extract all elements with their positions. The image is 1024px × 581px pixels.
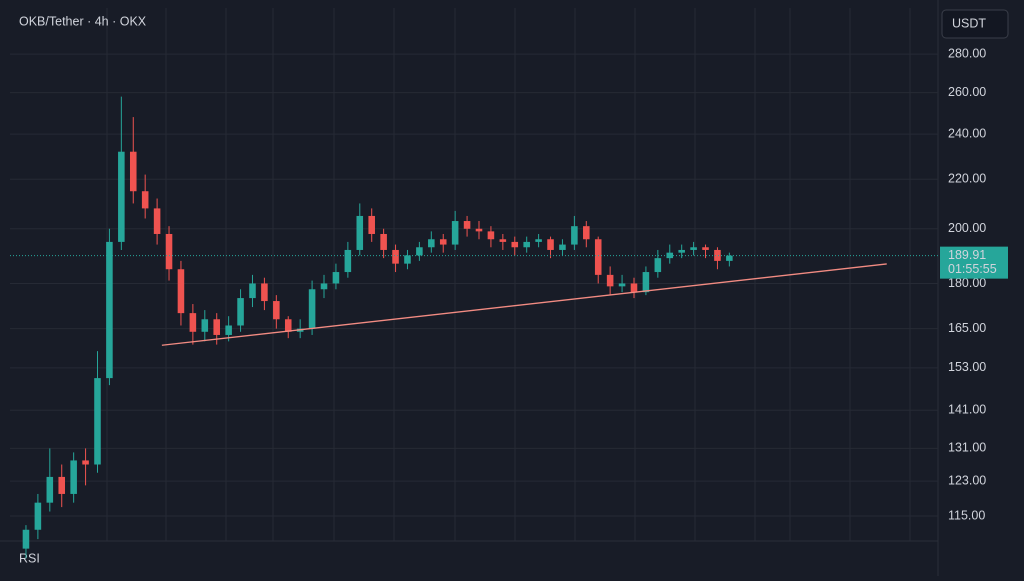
candle-body [237, 298, 244, 326]
candle-body [332, 272, 340, 284]
candle-body [82, 460, 89, 465]
candle-body [249, 283, 256, 299]
candle-body [702, 247, 709, 250]
candle-body [213, 319, 220, 335]
candle-body [571, 226, 578, 245]
candle-body [94, 378, 101, 465]
y-tick-label: 180.00 [948, 276, 986, 290]
y-tick-label: 141.00 [948, 403, 986, 417]
candle-body [642, 272, 650, 293]
candle-body [618, 283, 626, 287]
candle-body [714, 249, 721, 261]
candle-body [392, 249, 399, 264]
candle-body [189, 313, 197, 332]
candle-body [451, 221, 459, 245]
candle-body [416, 247, 423, 256]
candle-body [201, 319, 209, 332]
currency-button[interactable] [941, 9, 1009, 39]
y-tick-label: 220.00 [948, 172, 986, 186]
candle-body [630, 283, 638, 293]
candle-body [439, 239, 447, 245]
candle-body [583, 226, 590, 240]
candle-body [475, 228, 483, 232]
candle-body [356, 215, 364, 250]
y-tick-label: 240.00 [948, 126, 986, 140]
candle-body [106, 241, 113, 379]
y-tick-label: 123.00 [948, 473, 986, 487]
candle-body [547, 239, 554, 250]
currency-label[interactable]: USDT [952, 16, 986, 30]
candle-body [284, 319, 292, 332]
candle-body [404, 255, 411, 264]
candle-body [261, 283, 268, 302]
candle-body [177, 269, 185, 314]
candle-body [368, 215, 375, 234]
trendline [161, 263, 887, 346]
y-tick-label: 153.00 [948, 360, 986, 374]
candle-body [320, 283, 328, 290]
candle-body [463, 221, 471, 229]
y-tick-label: 200.00 [948, 221, 986, 235]
y-tick-label: 115.00 [948, 508, 985, 522]
candle-body [523, 241, 530, 248]
chart-title: OKB/Tether · 4h · OKX [19, 14, 147, 28]
candle-body [273, 301, 280, 320]
candle-body [225, 325, 232, 335]
candle-body [678, 249, 685, 253]
candle-body [511, 241, 519, 248]
pane-label: RSI [19, 551, 40, 565]
candle-body [380, 233, 387, 250]
price-label: 189.91 [948, 248, 986, 262]
y-tick-label: 260.00 [948, 85, 986, 99]
candle-body [141, 191, 149, 209]
candle-body [22, 529, 30, 549]
candle-body [666, 252, 674, 259]
candle-body [535, 239, 542, 242]
candle-body [308, 289, 316, 329]
candle-body [594, 239, 602, 275]
candle-body [46, 476, 54, 503]
candle-body [118, 151, 125, 242]
candle-body [129, 151, 137, 192]
candle-body [165, 233, 173, 270]
y-tick-label: 131.00 [948, 441, 986, 455]
candle-body [34, 502, 42, 530]
candle-body [726, 255, 733, 261]
candle-body [606, 274, 614, 287]
candle-body [70, 460, 77, 494]
candle-body [499, 239, 507, 242]
candle-body [654, 258, 662, 273]
candle-body [487, 231, 495, 240]
countdown-label: 01:55:55 [948, 262, 997, 276]
price-badge [940, 246, 1008, 279]
y-tick-label: 280.00 [948, 46, 986, 60]
candle-body [428, 239, 435, 248]
candle-body [58, 476, 66, 494]
candle-body [559, 244, 566, 250]
candle-body [344, 249, 352, 273]
candle-body [690, 247, 697, 250]
y-tick-label: 165.00 [948, 321, 986, 335]
candle-body [153, 208, 161, 234]
